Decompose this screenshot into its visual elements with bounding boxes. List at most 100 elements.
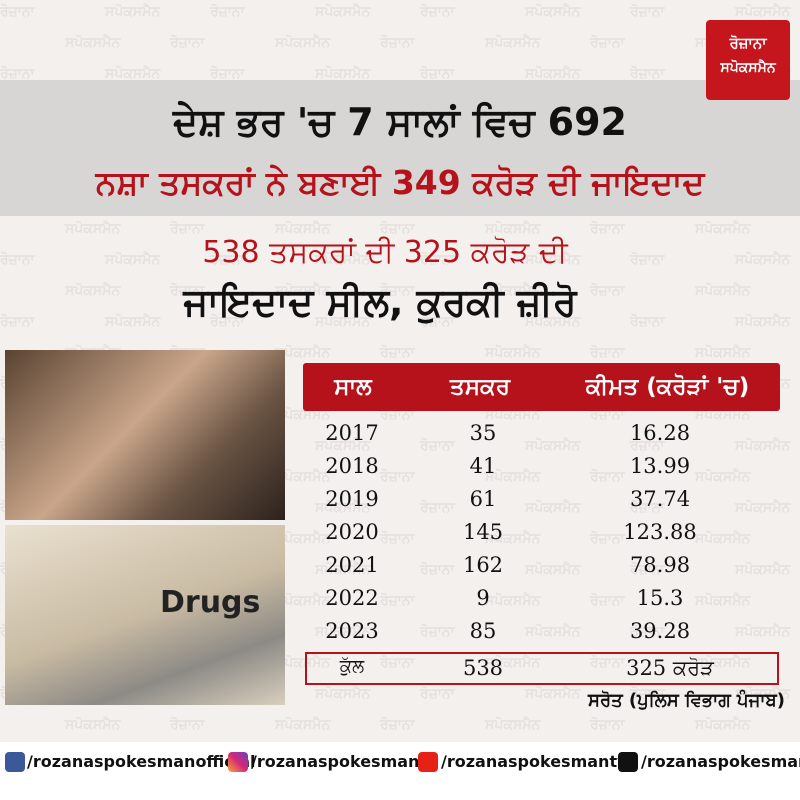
photo-hands bbox=[5, 350, 285, 520]
logo-line1: ਰੋਜ਼ਾਨਾ bbox=[729, 34, 767, 52]
watermark-text: ਸਪੋਕਸਮੈਨ bbox=[525, 500, 581, 516]
watermark-text: ਰੋਜ਼ਾਨਾ bbox=[210, 4, 245, 20]
watermark-text: ਸਪੋਕਸਮੈਨ bbox=[525, 686, 581, 702]
watermark-text: ਸਪੋਕਸਮੈਨ bbox=[275, 593, 331, 609]
source: ਸਰੋਤ (ਪੁਲਿਸ ਵਿਭਾਗ ਪੰਜਾਬ) bbox=[588, 690, 785, 711]
watermark-text: ਸਪੋਕਸਮੈਨ bbox=[65, 717, 121, 733]
total-value: 325 ਕਰੋੜ bbox=[626, 656, 714, 680]
table-cell: 78.98 bbox=[629, 553, 691, 577]
footer-bar bbox=[0, 742, 800, 800]
watermark-text: ਰੋਜ਼ਾਨਾ bbox=[590, 283, 625, 299]
table-cell: 2021 bbox=[325, 553, 379, 577]
watermark-text: ਸਪੋਕਸਮੈਨ bbox=[105, 314, 161, 330]
watermark-text: ਸਪੋਕਸਮੈਨ bbox=[525, 252, 581, 268]
watermark-text: ਸਪੋਕਸਮੈਨ bbox=[485, 283, 541, 299]
watermark-text: ਸਪੋਕਸਮੈਨ bbox=[105, 252, 161, 268]
table-cell: 145 bbox=[462, 520, 504, 544]
watermark-text: ਰੋਜ਼ਾਨਾ bbox=[170, 283, 205, 299]
watermark-text: ਰੋਜ਼ਾਨਾ bbox=[420, 562, 455, 578]
watermark-text: ਸਪੋਕਸਮੈਨ bbox=[315, 686, 371, 702]
watermark-text: ਸਪੋਕਸਮੈਨ bbox=[275, 35, 331, 51]
watermark-text: ਰੋਜ਼ਾਨਾ bbox=[170, 717, 205, 733]
watermark-text: ਰੋਜ਼ਾਨਾ bbox=[420, 4, 455, 20]
watermark-text: ਰੋਜ਼ਾਨਾ bbox=[380, 593, 415, 609]
watermark-text: ਸਪੋਕਸਮੈਨ bbox=[485, 531, 541, 547]
watermark-text: ਸਪੋਕਸਮੈਨ bbox=[525, 66, 581, 82]
table-header bbox=[303, 363, 780, 411]
watermark-text: ਰੋਜ਼ਾਨਾ bbox=[380, 655, 415, 671]
watermark-text: ਸਪੋਕਸਮੈਨ bbox=[65, 283, 121, 299]
watermark-text: ਰੋਜ਼ਾਨਾ bbox=[380, 531, 415, 547]
watermark-text: ਰੋਜ਼ਾਨਾ bbox=[630, 500, 665, 516]
watermark-text: ਰੋਜ਼ਾਨਾ bbox=[0, 252, 35, 268]
table-cell: 85 bbox=[469, 619, 497, 643]
watermark-text: ਸਪੋਕਸਮੈਨ bbox=[695, 345, 751, 361]
watermark-text: ਰੋਜ਼ਾਨਾ bbox=[420, 66, 455, 82]
watermark-text: ਰੋਜ਼ਾਨਾ bbox=[380, 221, 415, 237]
headline-line2: ਨਸ਼ਾ ਤਸਕਰਾਂ ਨੇ ਬਣਾਈ 349 ਕਰੋੜ ਦੀ ਜਾਇਦਾਦ bbox=[95, 163, 705, 202]
watermark-text: ਰੋਜ਼ਾਨਾ bbox=[590, 531, 625, 547]
watermark-text: ਸਪੋਕਸਮੈਨ bbox=[65, 35, 121, 51]
footer-handle[interactable]: /rozanaspokesman bbox=[641, 752, 800, 771]
footer-handle[interactable]: /rozanaspokesman bbox=[251, 752, 420, 771]
instagram-icon bbox=[228, 752, 248, 772]
watermark-text: ਰੋਜ਼ਾਨਾ bbox=[630, 562, 665, 578]
watermark-text: ਸਪੋਕਸਮੈਨ bbox=[735, 562, 791, 578]
watermark-text: ਸਪੋਕਸਮੈਨ bbox=[275, 407, 331, 423]
watermark-text: ਸਪੋਕਸਮੈਨ bbox=[525, 4, 581, 20]
total-label: ਕੁੱਲ bbox=[339, 656, 365, 677]
watermark-text: ਸਪੋਕਸਮੈਨ bbox=[695, 531, 751, 547]
watermark-text: ਸਪੋਕਸਮੈਨ bbox=[315, 66, 371, 82]
watermark-text: ਰੋਜ਼ਾਨਾ bbox=[420, 686, 455, 702]
watermark-text: ਸਪੋਕਸਮੈਨ bbox=[735, 500, 791, 516]
watermark-text: ਸਪੋਕਸਮੈਨ bbox=[735, 4, 791, 20]
watermark-text: ਸਪੋਕਸਮੈਨ bbox=[695, 283, 751, 299]
watermark-text: ਰੋਜ਼ਾਨਾ bbox=[590, 35, 625, 51]
watermark-text: ਰੋਜ਼ਾਨਾ bbox=[420, 624, 455, 640]
watermark-text: ਰੋਜ਼ਾਨਾ bbox=[380, 407, 415, 423]
watermark-text: ਸਪੋਕਸਮੈਨ bbox=[735, 252, 791, 268]
watermark-text: ਸਪੋਕਸਮੈਨ bbox=[695, 469, 751, 485]
watermark-text: ਰੋਜ਼ਾਨਾ bbox=[630, 624, 665, 640]
watermark-text: ਰੋਜ਼ਾਨਾ bbox=[630, 686, 665, 702]
watermark-text: ਰੋਜ਼ਾਨਾ bbox=[170, 221, 205, 237]
watermark-text: ਸਪੋਕਸਮੈਨ bbox=[315, 438, 371, 454]
watermark-text: ਸਪੋਕਸਮੈਨ bbox=[485, 35, 541, 51]
table-cell: 2020 bbox=[325, 520, 379, 544]
watermark-text: ਸਪੋਕਸਮੈਨ bbox=[275, 655, 331, 671]
watermark-text: ਸਪੋਕਸਮੈਨ bbox=[315, 4, 371, 20]
table-cell: 2019 bbox=[325, 487, 379, 511]
headline-line1: ਦੇਸ਼ ਭਰ 'ਚ 7 ਸਾਲਾਂ ਵਿਚ 692 bbox=[173, 100, 627, 144]
table-cell: 2023 bbox=[325, 619, 379, 643]
table-cell: 9 bbox=[476, 586, 490, 610]
watermark-text: ਰੋਜ਼ਾਨਾ bbox=[630, 252, 665, 268]
watermark-text: ਰੋਜ਼ਾਨਾ bbox=[420, 252, 455, 268]
table-cell: 37.74 bbox=[629, 487, 691, 511]
footer-handle[interactable]: /rozanaspokesmanofficial bbox=[27, 752, 256, 771]
header-cell: ਸਾਲ bbox=[334, 374, 372, 400]
watermark-text: ਸਪੋਕਸਮੈਨ bbox=[735, 686, 791, 702]
watermark-text: ਰੋਜ਼ਾਨਾ bbox=[0, 314, 35, 330]
table-cell: 13.99 bbox=[629, 454, 691, 478]
watermark-text: ਰੋਜ਼ਾਨਾ bbox=[630, 314, 665, 330]
photo-handcuffs bbox=[5, 525, 285, 705]
watermark-text: ਰੋਜ਼ਾਨਾ bbox=[590, 655, 625, 671]
header-cell: ਤਸਕਰ bbox=[450, 374, 510, 400]
watermark-text: ਰੋਜ਼ਾਨਾ bbox=[590, 469, 625, 485]
total-row bbox=[305, 652, 779, 685]
watermark-text: ਰੋਜ਼ਾਨਾ bbox=[380, 35, 415, 51]
watermark-text: ਸਪੋਕਸਮੈਨ bbox=[315, 314, 371, 330]
watermark-text: ਰੋਜ਼ਾਨਾ bbox=[210, 66, 245, 82]
watermark-text: ਰੋਜ਼ਾਨਾ bbox=[420, 438, 455, 454]
logo bbox=[706, 20, 790, 100]
watermark-text: ਰੋਜ਼ਾਨਾ bbox=[420, 314, 455, 330]
table-cell: 39.28 bbox=[629, 619, 691, 643]
watermark-text: ਸਪੋਕਸਮੈਨ bbox=[695, 717, 751, 733]
watermark-text: ਸਪੋਕਸਮੈਨ bbox=[485, 345, 541, 361]
table-cell: 15.3 bbox=[636, 586, 684, 610]
footer-handle[interactable]: /rozanaspokesmantv bbox=[441, 752, 628, 771]
watermark-text: ਰੋਜ਼ਾਨਾ bbox=[590, 717, 625, 733]
watermark-text: ਸਪੋਕਸਮੈਨ bbox=[525, 438, 581, 454]
watermark-text: ਰੋਜ਼ਾਨਾ bbox=[170, 35, 205, 51]
